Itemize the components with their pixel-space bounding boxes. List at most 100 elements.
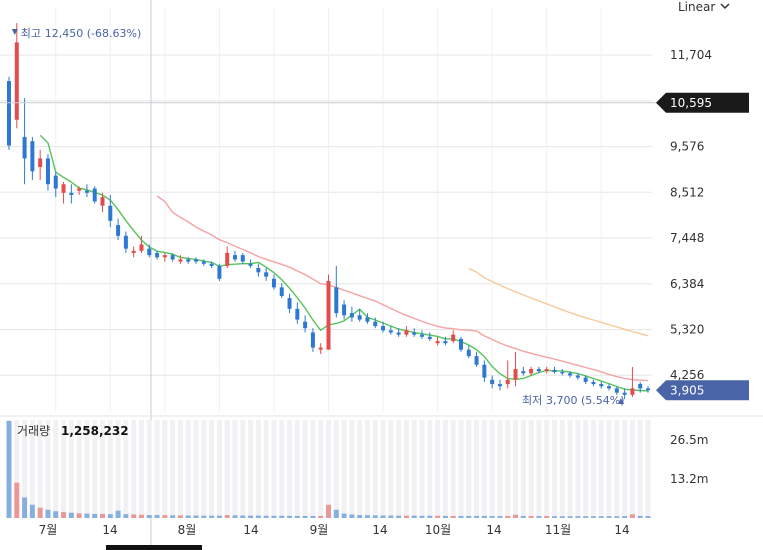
volume-bar (76, 513, 82, 518)
candle (536, 366, 541, 374)
candle (505, 360, 510, 389)
volume-column-bg (22, 420, 28, 518)
candle-body (61, 184, 66, 193)
volume-column-bg (341, 420, 347, 518)
volume-column-bg (138, 420, 144, 518)
candle (209, 261, 214, 269)
volume-column-bg (513, 420, 519, 518)
candle-body (225, 252, 230, 266)
volume-bar (364, 515, 370, 518)
candle-body (310, 332, 315, 348)
volume-bar (170, 515, 176, 518)
candle (544, 366, 549, 374)
candle (45, 154, 50, 191)
candle-body (568, 373, 573, 376)
candle (521, 366, 526, 376)
volume-column-bg (201, 420, 207, 518)
volume-bar (435, 515, 441, 518)
candle (201, 259, 206, 266)
candle-body (458, 338, 463, 350)
volume-column-bg (364, 420, 370, 518)
volume-bar (248, 515, 254, 518)
volume-bar (341, 513, 347, 518)
scale-selector[interactable]: Linear (678, 0, 731, 14)
candle (139, 235, 144, 253)
candle-body (123, 235, 128, 249)
volume-column-bg (396, 420, 402, 518)
volume-column-bg (115, 420, 121, 518)
candle-body (381, 326, 386, 331)
volume-bar (349, 514, 355, 518)
ma-short-line (39, 134, 649, 392)
volume-bar (53, 511, 59, 518)
candle-body (388, 330, 393, 333)
volume-bar (154, 515, 160, 518)
volume-bar (396, 515, 402, 518)
x-axis: 7월 14 8월 14 9월 14 10월 14 11월 14 (39, 523, 630, 550)
candle-body (357, 315, 362, 320)
candle (131, 246, 136, 258)
volume-column-bg (427, 420, 433, 518)
candle-body (217, 265, 222, 279)
volume-bar (333, 509, 339, 518)
volume-column-bg (170, 420, 176, 518)
volume-bar (637, 515, 643, 518)
volume-column-bg (372, 420, 378, 518)
volume-column-bg (442, 420, 448, 518)
volume-column-bg (349, 420, 355, 518)
volume-column-bg (598, 420, 604, 518)
volume-bar (22, 497, 28, 518)
volume-column-bg (37, 420, 43, 518)
last-price-badge (656, 380, 749, 401)
candle-body (630, 388, 635, 395)
volume-column-bg (645, 420, 651, 518)
volume-bar (575, 516, 581, 518)
candle (575, 373, 580, 380)
scale-selector-label: Linear (678, 0, 716, 14)
volume-column-bg (154, 420, 160, 518)
volume-bar (302, 515, 308, 518)
candle-body (373, 321, 378, 327)
candle-body (318, 347, 323, 350)
volume-column-bg (551, 420, 557, 518)
candle-body (155, 252, 160, 258)
candle-body (178, 259, 183, 262)
volume-bar (232, 515, 238, 518)
candle-body (435, 341, 440, 344)
candle-body (69, 192, 74, 195)
x-tick-label: 14 (102, 523, 117, 537)
candle-body (622, 392, 627, 395)
candle (217, 263, 222, 281)
price-y-tick-label: 6,384 (670, 277, 704, 291)
volume-column-bg (419, 420, 425, 518)
volume-column-bg (263, 420, 269, 518)
volume-bar (458, 515, 464, 518)
volume-column-bg (544, 420, 550, 518)
candle-body (84, 190, 89, 193)
volume-bar (37, 507, 43, 518)
volume-bar (403, 515, 409, 518)
candle (497, 379, 502, 391)
candle (326, 274, 331, 350)
volume-bar (505, 515, 511, 518)
candle-body (303, 321, 308, 329)
high-label: 최고 (21, 27, 41, 40)
chevron-down-icon (719, 1, 731, 14)
x-tick-label: 11월 (545, 523, 571, 537)
x-tick-label: 9월 (310, 523, 329, 537)
ma-mid-line (156, 195, 649, 382)
candle (630, 366, 635, 397)
candle-body (53, 175, 58, 189)
volume-bar (520, 515, 526, 518)
candle-body (264, 272, 269, 277)
volume-bar (45, 509, 51, 518)
volume-column-bg (606, 420, 612, 518)
volume-bar (474, 515, 480, 518)
candle-body (232, 255, 237, 260)
price-y-tick-label: 5,320 (670, 322, 704, 336)
volume-column-bg (107, 420, 113, 518)
candle-body (7, 81, 11, 146)
volume-column-bg (224, 420, 230, 518)
candle-body (22, 136, 27, 159)
